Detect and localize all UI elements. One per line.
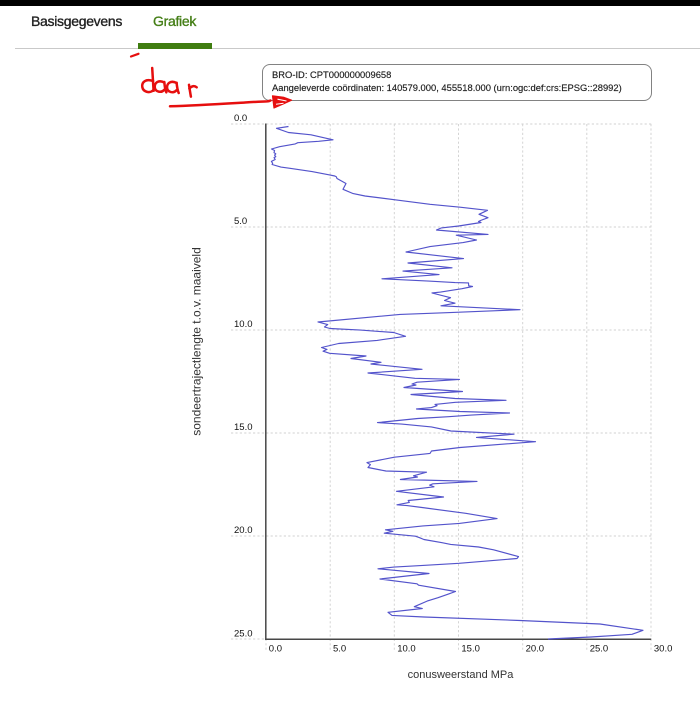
svg-text:30.0: 30.0 (654, 644, 673, 655)
svg-text:25.0: 25.0 (590, 644, 609, 655)
svg-text:15.0: 15.0 (234, 422, 253, 433)
svg-text:0.0: 0.0 (269, 644, 282, 655)
svg-text:10.0: 10.0 (397, 644, 416, 655)
svg-text:10.0: 10.0 (234, 319, 253, 330)
svg-text:25.0: 25.0 (234, 629, 253, 640)
svg-text:5.0: 5.0 (234, 216, 247, 227)
svg-text:20.0: 20.0 (526, 644, 545, 655)
svg-text:0.0: 0.0 (234, 113, 247, 124)
svg-text:conusweerstand MPa: conusweerstand MPa (408, 669, 515, 681)
svg-text:20.0: 20.0 (234, 525, 253, 536)
svg-text:5.0: 5.0 (333, 644, 346, 655)
svg-text:15.0: 15.0 (461, 644, 480, 655)
svg-text:sondeertrajectlengte t.o.v. ma: sondeertrajectlengte t.o.v. maaiveld (190, 247, 204, 436)
